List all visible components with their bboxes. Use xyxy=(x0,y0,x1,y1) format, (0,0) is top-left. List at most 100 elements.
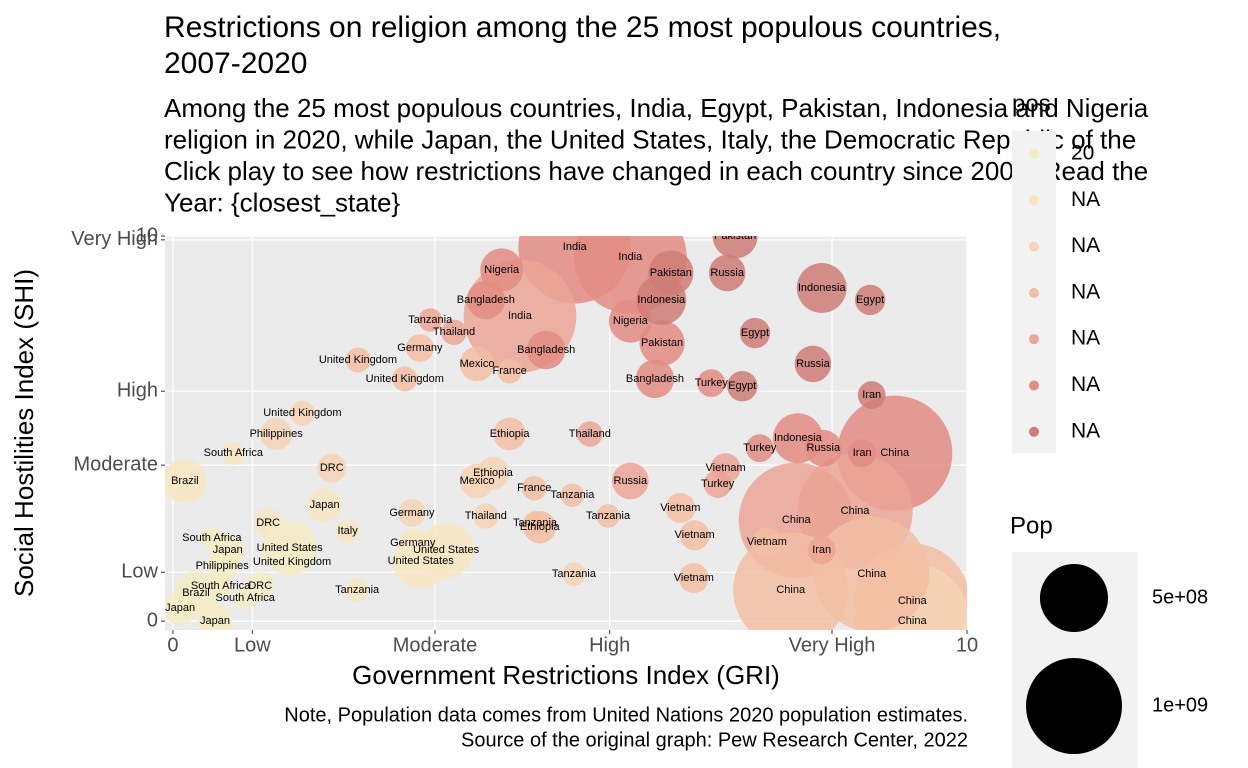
x-tick-label: 0 xyxy=(167,634,178,656)
point-label: China xyxy=(841,505,871,517)
bubble xyxy=(441,319,467,345)
bubble xyxy=(635,359,675,399)
legend-key xyxy=(1029,241,1039,252)
x-tick-label: High xyxy=(589,634,630,656)
bubble xyxy=(739,317,771,349)
point-label: Nigeria xyxy=(613,315,649,327)
bubble xyxy=(636,274,687,325)
bubble xyxy=(854,284,886,316)
bubble xyxy=(596,504,620,528)
legend-label: NA xyxy=(1071,373,1100,396)
point-label: Pakistan xyxy=(650,267,692,279)
point-label: Mexico xyxy=(460,475,495,487)
point-label: Germany xyxy=(389,507,435,519)
bubble xyxy=(612,462,649,500)
x-axis-title: Government Restrictions Index (GRI) xyxy=(352,660,780,690)
point-label: South Africa xyxy=(182,532,242,544)
chart-subtitle: Among the 25 most populous countries, In… xyxy=(164,93,1149,123)
point-label: Thailand xyxy=(569,428,611,440)
point-label: Japan xyxy=(200,615,230,627)
bubble xyxy=(480,248,524,292)
chart-subtitle: religion in 2020, while Japan, the Unite… xyxy=(164,124,1136,154)
legend-label: 20 xyxy=(1071,142,1094,165)
chart-subtitle: Year: {closest_state} xyxy=(164,187,400,217)
bubble xyxy=(307,488,342,523)
point-label: Russia xyxy=(806,442,841,454)
point-label: Pakistan xyxy=(641,337,683,349)
bubble xyxy=(208,574,233,598)
bubble xyxy=(848,439,877,468)
bubble xyxy=(562,562,586,586)
legend-title: Pop xyxy=(1010,512,1053,539)
bubble xyxy=(476,456,510,490)
bubble xyxy=(165,591,198,626)
legend-label: NA xyxy=(1071,280,1100,303)
legend-label: 1e+09 xyxy=(1152,694,1208,716)
point-label: Indonesia xyxy=(798,282,847,294)
legend-size-key xyxy=(1026,658,1122,754)
x-tick-label: Moderate xyxy=(393,634,478,656)
point-label: Egypt xyxy=(856,294,884,306)
point-label: Indonesia xyxy=(774,432,823,444)
point-label: Vietnam xyxy=(660,502,700,514)
bubble xyxy=(345,347,371,373)
point-label: DRC xyxy=(248,580,272,592)
bubble xyxy=(165,458,207,503)
bubble xyxy=(317,453,347,483)
bubble xyxy=(473,503,499,529)
point-label: United Kingdom xyxy=(319,354,397,366)
point-label: South Africa xyxy=(191,580,251,592)
y-tick-label: Moderate xyxy=(74,453,159,475)
bubble xyxy=(262,520,318,576)
bubble xyxy=(639,320,685,366)
point-label: Tanzania xyxy=(513,517,558,529)
point-label: Germany xyxy=(397,342,443,354)
point-label: Iran xyxy=(862,389,881,401)
point-label: India xyxy=(618,251,643,263)
point-label: Tanzania xyxy=(586,510,631,522)
y-tick-label: High xyxy=(117,379,158,401)
bubble xyxy=(678,563,709,593)
point-label: Thailand xyxy=(433,326,475,338)
point-label: Ethiopia xyxy=(520,521,561,533)
point-label: Japan xyxy=(165,602,195,614)
point-label: Japan xyxy=(310,499,340,511)
point-label: United Kingdom xyxy=(366,373,444,385)
bubble xyxy=(233,586,257,610)
bubble xyxy=(197,604,233,630)
point-label: India xyxy=(563,241,588,253)
point-label: China xyxy=(782,514,812,526)
legend-key xyxy=(1029,195,1039,206)
legend-label: NA xyxy=(1071,327,1100,350)
point-label: Bangladesh xyxy=(626,373,684,385)
point-label: United States xyxy=(257,542,324,554)
point-label: Brazil xyxy=(171,475,199,487)
bubble xyxy=(577,421,603,447)
x-tick-label: Low xyxy=(234,634,271,656)
point-label: Vietnam xyxy=(747,536,787,548)
bubble xyxy=(345,578,369,602)
bubble xyxy=(814,516,930,630)
bubble xyxy=(857,381,886,409)
legend-key xyxy=(1029,149,1039,159)
y-tick-label: 10 xyxy=(136,224,158,246)
caption: Source of the original graph: Pew Resear… xyxy=(461,729,968,751)
point-label: Germany xyxy=(390,537,436,549)
point-label: United States xyxy=(388,555,455,567)
point-label: United Kingdom xyxy=(263,407,341,419)
plot-area: China China China China China China China India… xyxy=(165,236,967,630)
point-label: Philippines xyxy=(250,428,304,440)
bubble xyxy=(710,453,741,484)
bubble xyxy=(751,527,782,558)
point-label: Egypt xyxy=(728,380,756,392)
point-label: Bangladesh xyxy=(457,294,515,306)
point-label: United States xyxy=(413,544,480,556)
bubble xyxy=(335,519,360,543)
bubble xyxy=(406,334,434,362)
x-tick-label: Very High xyxy=(789,634,876,656)
point-label: Russia xyxy=(614,475,649,487)
point-label: Indonesia xyxy=(637,294,686,306)
bubble xyxy=(523,510,557,544)
point-label: Mexico xyxy=(460,358,495,370)
bubble xyxy=(665,492,696,523)
